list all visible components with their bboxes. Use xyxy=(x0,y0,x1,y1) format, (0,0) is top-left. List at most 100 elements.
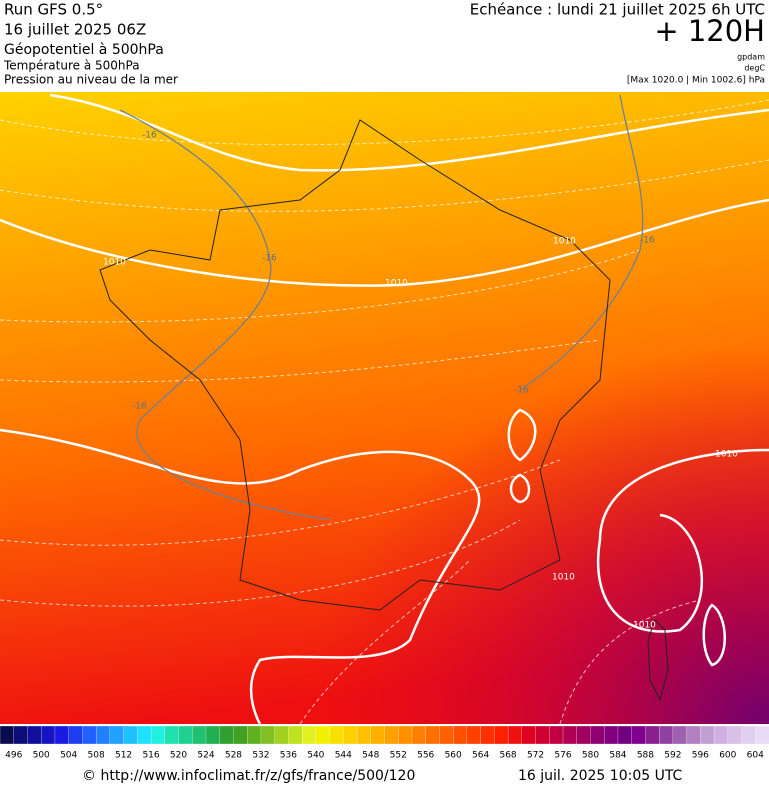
color-swatch xyxy=(205,725,221,745)
color-swatch xyxy=(219,725,234,745)
color-swatch xyxy=(150,725,166,745)
isotherm-label: -16 xyxy=(132,402,147,412)
colorbar-label: 532 xyxy=(252,751,269,761)
color-swatch xyxy=(274,725,289,745)
map: 1010 1010 1010 1010 1010 1010 -16 -16 -1… xyxy=(0,92,769,725)
colorbar-label: 528 xyxy=(225,751,242,761)
color-swatch xyxy=(645,725,660,745)
color-swatch xyxy=(755,725,769,745)
isotherm-label: -16 xyxy=(640,236,655,246)
color-swatch xyxy=(590,725,605,745)
unit: gpdam xyxy=(737,53,765,62)
colorbar-label: 520 xyxy=(170,751,187,761)
color-swatch xyxy=(631,725,646,745)
colorbar-label: 500 xyxy=(33,751,50,761)
color-swatch xyxy=(480,725,495,745)
color-swatch xyxy=(68,725,83,745)
france-outline xyxy=(99,119,611,611)
color-swatch xyxy=(27,725,42,745)
colorbar-label: 604 xyxy=(747,751,764,761)
color-swatch xyxy=(343,725,358,745)
isotherm-label: -16 xyxy=(262,254,277,264)
colorbar-label: 540 xyxy=(307,751,324,761)
color-swatch xyxy=(384,725,399,745)
contours xyxy=(0,99,769,725)
colorbar-label: 556 xyxy=(417,751,434,761)
unit: degC xyxy=(744,64,765,73)
colorbar-label: 552 xyxy=(390,751,407,761)
color-swatch xyxy=(466,725,482,745)
isotherm-label: -16 xyxy=(514,386,529,396)
color-swatch xyxy=(549,725,564,745)
color-swatch xyxy=(109,725,125,745)
horizon: + 120H xyxy=(654,14,765,48)
colorbar-label: 516 xyxy=(142,751,159,761)
color-swatch xyxy=(741,725,756,745)
colorbar-label: 592 xyxy=(664,751,681,761)
color-swatch xyxy=(727,725,742,745)
isobar-label: 1010 xyxy=(552,573,575,583)
color-swatch xyxy=(260,725,276,745)
color-swatch xyxy=(123,725,138,745)
colorbar-label: 536 xyxy=(280,751,297,761)
color-swatch xyxy=(41,725,56,745)
colorbar-label: 508 xyxy=(88,751,105,761)
isobar-label: 1010 xyxy=(385,279,408,289)
color-swatch xyxy=(576,725,591,745)
colorbar-label: 600 xyxy=(719,751,736,761)
color-swatch xyxy=(329,725,344,745)
color-swatch xyxy=(411,725,427,745)
color-swatch xyxy=(178,725,193,745)
colorbar-label: 496 xyxy=(5,751,22,761)
color-swatch xyxy=(494,725,509,745)
color-swatch xyxy=(535,725,550,745)
color-swatch xyxy=(356,725,372,745)
colorbar-label: 596 xyxy=(692,751,709,761)
color-swatch xyxy=(137,725,152,745)
color-swatch xyxy=(247,725,262,745)
color-swatch xyxy=(604,725,619,745)
color-swatch xyxy=(288,725,303,745)
color-swatch xyxy=(521,725,537,745)
color-swatch xyxy=(164,725,179,745)
colorbar-label: 548 xyxy=(362,751,379,761)
colorbar-label: 568 xyxy=(499,751,516,761)
color-swatch xyxy=(562,725,578,745)
color-swatch xyxy=(233,725,248,745)
color-swatch xyxy=(617,725,633,745)
color-swatch xyxy=(0,725,15,745)
color-swatch xyxy=(425,725,440,745)
color-swatch xyxy=(439,725,454,745)
run-date: 16 juillet 2025 06Z xyxy=(4,21,146,39)
colorbar-label: 580 xyxy=(582,751,599,761)
echeance: Echéance : lundi 21 juillet 2025 6h UTC xyxy=(470,1,765,19)
isotherms xyxy=(119,94,644,521)
colorbar-label: 564 xyxy=(472,751,489,761)
colorbar-label: 584 xyxy=(609,751,626,761)
color-swatch xyxy=(658,725,674,745)
color-swatch xyxy=(95,725,111,745)
color-swatch xyxy=(700,725,715,745)
source-url: © http://www.infoclimat.fr/z/gfs/france/… xyxy=(82,768,415,784)
colorbar-label: 512 xyxy=(115,751,132,761)
isobar-label: 1010 xyxy=(103,258,126,268)
color-swatch xyxy=(315,725,331,745)
isotherm-label: -16 xyxy=(142,131,157,141)
layer: Pression au niveau de la mer xyxy=(4,73,178,87)
isobar-label: 1010 xyxy=(553,237,576,247)
color-swatch xyxy=(686,725,701,745)
timestamp: 16 juil. 2025 10:05 UTC xyxy=(518,768,683,784)
colorbar: 496 500 504 508 512 516 520 524 528 532 536 540 544 5… xyxy=(0,725,769,761)
isobar-label: 1010 xyxy=(715,450,738,460)
layer: Température à 500hPa xyxy=(3,59,140,73)
color-swatch xyxy=(301,725,317,745)
color-swatch xyxy=(13,725,28,745)
colorbar-label: 588 xyxy=(637,751,654,761)
isobars xyxy=(0,93,769,725)
colorbar-label: 544 xyxy=(335,751,352,761)
colorbar-label: 576 xyxy=(554,751,571,761)
color-swatch xyxy=(398,725,413,745)
color-swatch xyxy=(370,725,385,745)
color-swatch xyxy=(453,725,468,745)
